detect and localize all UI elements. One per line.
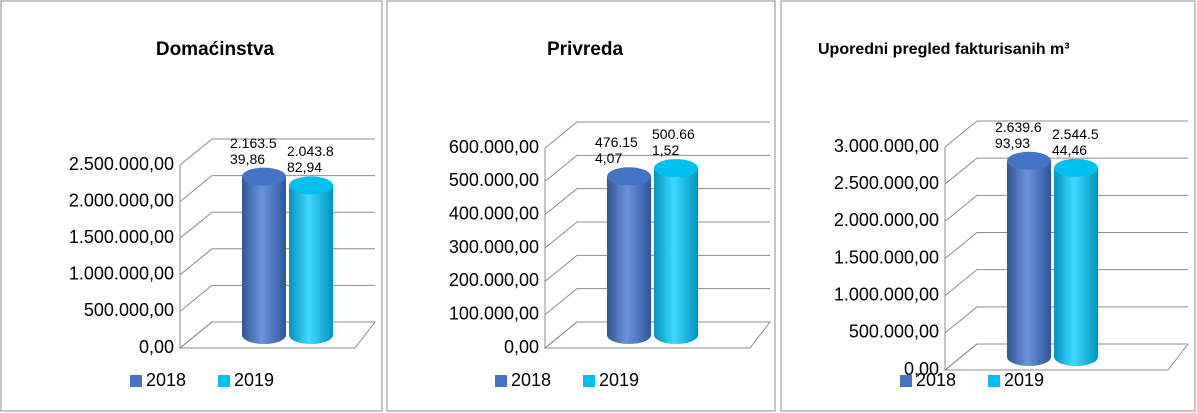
y-tick-label: 1.000.000,00 xyxy=(69,264,174,284)
bar xyxy=(289,176,333,344)
bar-top xyxy=(1054,158,1098,177)
value-label: 2.043.882,94 xyxy=(287,143,334,176)
bar xyxy=(607,167,651,344)
grid-line xyxy=(944,306,1188,334)
value-label: 476.154,07 xyxy=(595,134,638,167)
y-tick-label: 0,00 xyxy=(139,337,174,357)
y-tick-label: 0,00 xyxy=(904,359,939,379)
bar xyxy=(242,167,286,344)
grid-line xyxy=(944,343,1188,371)
y-tick-label: 1.000.000,00 xyxy=(834,284,939,304)
y-tick-label: 1.500.000,00 xyxy=(69,227,174,247)
y-tick-label: 500.000,00 xyxy=(849,322,939,342)
grid-line xyxy=(944,232,1188,259)
y-tick-label: 2.500.000,00 xyxy=(834,173,939,193)
grid-line xyxy=(544,254,770,282)
y-tick-label: 600.000,00 xyxy=(449,137,539,157)
grid-line xyxy=(544,288,770,316)
bar-top xyxy=(1007,151,1051,170)
grid-line xyxy=(944,157,1188,185)
y-tick-label: 2.500.000,00 xyxy=(69,154,174,174)
legend-label: 2019 xyxy=(599,370,639,390)
legend-swatch xyxy=(988,375,1000,387)
grid-line xyxy=(179,138,375,166)
value-label-box: 2.544.544,46 xyxy=(1052,125,1099,158)
y-tick-label: 200.000,00 xyxy=(449,270,539,290)
value-label: 2.163.539,86 xyxy=(230,134,277,167)
value-label-box: 2.043.882,94 xyxy=(287,143,334,176)
grid-line xyxy=(179,175,375,202)
legend-swatch xyxy=(130,375,142,387)
grid-line xyxy=(544,321,770,349)
y-tick-label: 2.000.000,00 xyxy=(834,210,939,230)
legend-label: 2018 xyxy=(511,370,551,390)
value-label: 2.544.544,46 xyxy=(1052,125,1099,158)
bar xyxy=(1054,158,1098,366)
panel-border xyxy=(0,0,383,412)
bar-body xyxy=(1054,167,1098,366)
y-tick-label: 2.000.000,00 xyxy=(69,190,174,210)
value-label-box: 2.639.693,93 xyxy=(995,118,1042,151)
grid-line xyxy=(544,221,770,249)
grid-line xyxy=(944,120,1188,148)
chart-title: Privreda xyxy=(547,39,623,60)
value-label-box: 2.163.539,86 xyxy=(230,134,277,167)
bar-body xyxy=(289,185,333,344)
y-tick-label: 300.000,00 xyxy=(449,237,539,257)
bar-body xyxy=(607,176,651,344)
y-tick-label: 3.000.000,00 xyxy=(834,136,939,156)
legend-label: 2018 xyxy=(916,370,956,390)
grid-line xyxy=(544,188,770,216)
y-tick-label: 500.000,00 xyxy=(84,300,174,320)
grid-line xyxy=(544,121,770,149)
y-tick-label: 500.000,00 xyxy=(449,170,539,190)
chart-title: Domaćinstva xyxy=(156,39,275,60)
legend-label: 2019 xyxy=(234,370,274,390)
value-label-box: 500.661,52 xyxy=(652,126,695,159)
legend-swatch xyxy=(495,375,507,387)
panel-border xyxy=(780,0,1196,412)
value-label: 500.661,52 xyxy=(652,126,695,159)
y-tick-label: 100.000,00 xyxy=(449,303,539,323)
panel-border xyxy=(386,0,776,412)
bar-body xyxy=(654,168,698,344)
grid-line xyxy=(944,194,1188,222)
legend-swatch xyxy=(583,375,595,387)
value-label-box: 476.154,07 xyxy=(595,134,638,167)
y-tick-label: 400.000,00 xyxy=(449,203,539,223)
grid-line xyxy=(544,154,770,182)
bar-top xyxy=(289,176,333,195)
grid-line xyxy=(944,269,1188,297)
y-tick-label: 0,00 xyxy=(504,337,539,357)
y-tick-label: 1.500.000,00 xyxy=(834,247,939,267)
legend-label: 2018 xyxy=(146,370,186,390)
legend-swatch xyxy=(218,375,230,387)
bar xyxy=(1007,151,1051,366)
legend-swatch xyxy=(900,375,912,387)
legend-label: 2019 xyxy=(1004,370,1044,390)
bar-top xyxy=(654,159,698,178)
bar xyxy=(654,159,698,344)
value-label: 2.639.693,93 xyxy=(995,118,1042,151)
bar-body xyxy=(1007,160,1051,366)
bar-top xyxy=(607,167,651,186)
bar-body xyxy=(242,176,286,344)
bar-top xyxy=(242,167,286,186)
chart-title: Uporedni pregled fakturisanih m³ xyxy=(818,41,1070,58)
